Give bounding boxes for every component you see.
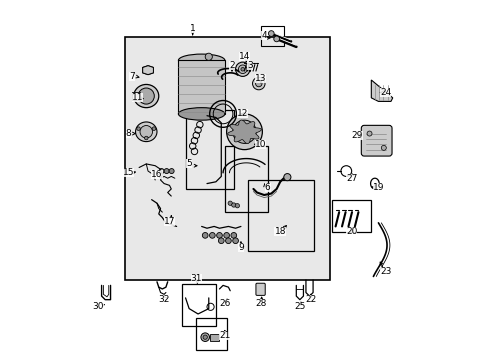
Ellipse shape (252, 77, 264, 90)
Ellipse shape (134, 85, 159, 108)
Text: 13: 13 (254, 74, 266, 83)
Text: 16: 16 (151, 170, 163, 179)
Polygon shape (227, 120, 261, 144)
Text: 25: 25 (294, 302, 305, 311)
Circle shape (144, 136, 148, 140)
Text: 26: 26 (219, 299, 230, 308)
Bar (209, 334, 218, 341)
Circle shape (231, 203, 235, 207)
Bar (247, 180, 313, 251)
Text: 30: 30 (92, 302, 103, 311)
Text: 21: 21 (219, 331, 230, 340)
Bar (331, 200, 370, 232)
Bar (224, 146, 267, 212)
Text: 2: 2 (229, 61, 234, 70)
Text: 6: 6 (264, 183, 270, 192)
Ellipse shape (241, 129, 247, 135)
Bar (185, 111, 233, 189)
Circle shape (230, 233, 236, 238)
Text: 24: 24 (379, 88, 390, 97)
Circle shape (164, 168, 169, 174)
Circle shape (366, 131, 371, 136)
Polygon shape (370, 80, 392, 102)
FancyBboxPatch shape (361, 125, 391, 156)
Ellipse shape (238, 65, 246, 73)
Circle shape (235, 203, 239, 208)
Text: 3: 3 (246, 61, 252, 70)
Ellipse shape (205, 53, 212, 60)
Circle shape (283, 174, 290, 181)
Text: 14: 14 (238, 52, 250, 61)
Circle shape (209, 233, 215, 238)
Circle shape (273, 36, 279, 42)
Text: 20: 20 (346, 227, 357, 236)
Circle shape (203, 335, 207, 339)
Ellipse shape (178, 54, 224, 67)
Text: 32: 32 (158, 295, 169, 304)
Circle shape (216, 233, 222, 238)
Text: 4: 4 (261, 31, 266, 40)
Text: 11: 11 (131, 93, 143, 102)
Circle shape (268, 31, 274, 36)
Text: 1: 1 (189, 24, 195, 33)
Text: 10: 10 (254, 140, 266, 149)
Bar (132, 92, 140, 100)
Circle shape (218, 238, 224, 244)
Circle shape (201, 333, 209, 342)
Text: 29: 29 (350, 131, 362, 140)
Circle shape (225, 238, 231, 244)
Circle shape (227, 201, 232, 205)
Ellipse shape (178, 108, 224, 120)
Circle shape (137, 127, 140, 130)
Ellipse shape (140, 126, 152, 138)
Text: 7: 7 (129, 72, 135, 81)
Polygon shape (142, 66, 153, 75)
Circle shape (152, 127, 156, 130)
Ellipse shape (232, 120, 256, 143)
Bar (182, 284, 216, 327)
Ellipse shape (241, 67, 244, 71)
Text: 5: 5 (186, 159, 192, 168)
Text: 8: 8 (125, 129, 131, 138)
Text: 22: 22 (305, 295, 316, 304)
Ellipse shape (135, 122, 157, 141)
Text: 17: 17 (163, 217, 175, 226)
Circle shape (169, 168, 174, 174)
Text: 9: 9 (238, 243, 244, 252)
Bar (178, 60, 224, 114)
Text: 12: 12 (237, 109, 248, 118)
Circle shape (381, 145, 386, 150)
Text: 18: 18 (274, 227, 285, 236)
Ellipse shape (138, 88, 154, 104)
FancyBboxPatch shape (255, 283, 264, 296)
Text: 15: 15 (122, 168, 134, 177)
Text: 23: 23 (379, 267, 390, 276)
Bar (260, 26, 283, 46)
Text: 19: 19 (372, 183, 384, 192)
Ellipse shape (226, 114, 262, 150)
Ellipse shape (235, 62, 249, 76)
Bar (196, 318, 226, 350)
Text: 28: 28 (254, 299, 266, 308)
Ellipse shape (255, 80, 262, 87)
Text: 27: 27 (346, 174, 357, 183)
Bar (124, 37, 329, 280)
Text: 31: 31 (190, 274, 202, 283)
Circle shape (232, 238, 238, 244)
Circle shape (202, 233, 207, 238)
Circle shape (159, 168, 164, 174)
Circle shape (224, 233, 229, 238)
